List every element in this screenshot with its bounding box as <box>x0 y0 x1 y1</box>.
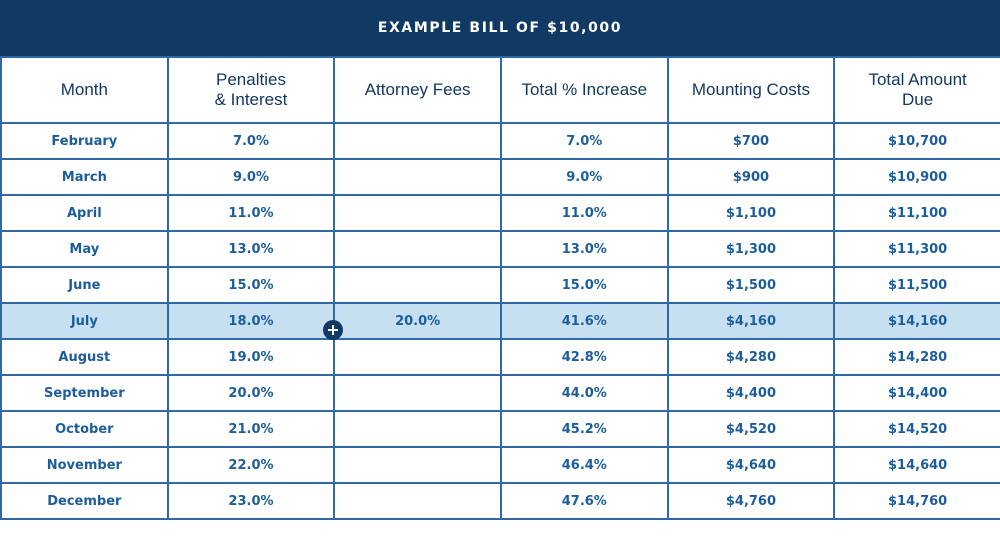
total-increase-header-line: Total % Increase <box>521 80 648 99</box>
total-increase-cell: 7.0% <box>499 122 669 160</box>
penalties-header: Penalties & Interest <box>166 56 336 124</box>
total-due-header: Total Amount Due <box>833 56 1000 124</box>
plus-circle-icon <box>323 320 343 340</box>
attorney-fees-cell <box>333 230 502 268</box>
table-row: August 19.0% 42.8% $4,280 $14,280 <box>0 338 1000 376</box>
table-row: October 21.0% 45.2% $4,520 $14,520 <box>0 410 1000 448</box>
attorney-fees-cell <box>333 410 502 448</box>
total-due-cell: $14,160 <box>833 302 1000 340</box>
table-title: EXAMPLE BILL OF $10,000 <box>0 0 1000 56</box>
table-body: February 7.0% 7.0% $700 $10,700 March 9.0% 9.0%… <box>0 122 1000 520</box>
total-increase-cell: 11.0% <box>499 194 669 232</box>
mounting-costs-cell: $700 <box>666 122 836 160</box>
penalties-cell: 9.0% <box>166 158 336 196</box>
month-cell: November <box>0 446 169 484</box>
penalties-cell: 13.0% <box>166 230 336 268</box>
month-cell: May <box>0 230 169 268</box>
penalties-cell: 20.0% <box>166 374 336 412</box>
table-row: November 22.0% 46.4% $4,640 $14,640 <box>0 446 1000 484</box>
month-cell: March <box>0 158 169 196</box>
mounting-costs-cell: $4,640 <box>666 446 836 484</box>
penalties-cell: 7.0% <box>166 122 336 160</box>
total-due-header-line: Total Amount <box>868 70 967 89</box>
total-due-cell: $11,500 <box>833 266 1000 304</box>
penalties-header-line: & Interest <box>214 90 288 109</box>
penalties-header-line: Penalties <box>216 70 286 89</box>
total-increase-cell: 41.6% <box>499 302 669 340</box>
penalties-cell: 11.0% <box>166 194 336 232</box>
mounting-costs-cell: $4,520 <box>666 410 836 448</box>
total-increase-cell: 45.2% <box>499 410 669 448</box>
month-header-line: Month <box>60 80 108 99</box>
table-row: December 23.0% 47.6% $4,760 $14,760 <box>0 482 1000 520</box>
month-cell: July <box>0 302 169 340</box>
total-due-header-line: Due <box>902 90 934 109</box>
month-cell: April <box>0 194 169 232</box>
total-due-cell: $14,280 <box>833 338 1000 376</box>
bill-table: Month Penalties & Interest Attorney Fees Tot… <box>0 56 1000 520</box>
mounting-costs-cell: $4,400 <box>666 374 836 412</box>
table-row: February 7.0% 7.0% $700 $10,700 <box>0 122 1000 160</box>
attorney-fees-cell <box>333 338 502 376</box>
attorney-fees-cell <box>333 194 502 232</box>
total-due-cell: $14,760 <box>833 482 1000 520</box>
attorney-fees-cell <box>333 446 502 484</box>
table-row: September 20.0% 44.0% $4,400 $14,400 <box>0 374 1000 412</box>
table-row: April 11.0% 11.0% $1,100 $11,100 <box>0 194 1000 232</box>
total-increase-header: Total % Increase <box>499 56 669 124</box>
total-increase-cell: 42.8% <box>499 338 669 376</box>
penalties-cell: 23.0% <box>166 482 336 520</box>
mounting-costs-cell: $4,160 <box>666 302 836 340</box>
mounting-costs-header: Mounting Costs <box>666 56 836 124</box>
penalties-cell: 18.0% <box>166 302 336 340</box>
month-cell: September <box>0 374 169 412</box>
attorney-fees-cell: 20.0% <box>333 302 502 340</box>
total-due-cell: $14,400 <box>833 374 1000 412</box>
total-due-cell: $11,300 <box>833 230 1000 268</box>
month-cell: June <box>0 266 169 304</box>
total-increase-cell: 15.0% <box>499 266 669 304</box>
total-due-cell: $14,640 <box>833 446 1000 484</box>
penalties-cell: 22.0% <box>166 446 336 484</box>
mounting-costs-cell: $1,300 <box>666 230 836 268</box>
table-row: March 9.0% 9.0% $900 $10,900 <box>0 158 1000 196</box>
total-due-cell: $10,700 <box>833 122 1000 160</box>
attorney-fees-cell <box>333 122 502 160</box>
penalties-cell: 21.0% <box>166 410 336 448</box>
mounting-costs-cell: $1,500 <box>666 266 836 304</box>
total-increase-cell: 46.4% <box>499 446 669 484</box>
mounting-costs-cell: $900 <box>666 158 836 196</box>
table-row: June 15.0% 15.0% $1,500 $11,500 <box>0 266 1000 304</box>
total-due-cell: $10,900 <box>833 158 1000 196</box>
total-increase-cell: 9.0% <box>499 158 669 196</box>
attorney-fees-cell <box>333 266 502 304</box>
month-cell: August <box>0 338 169 376</box>
header-row: Month Penalties & Interest Attorney Fees Tot… <box>0 56 1000 124</box>
attorney-fees-header: Attorney Fees <box>333 56 502 124</box>
total-due-cell: $11,100 <box>833 194 1000 232</box>
month-cell: February <box>0 122 169 160</box>
table-row: July 18.0% 20.0% 41.6% $4,160 $14,160 <box>0 302 1000 340</box>
month-cell: December <box>0 482 169 520</box>
total-due-cell: $14,520 <box>833 410 1000 448</box>
attorney-fees-cell <box>333 158 502 196</box>
penalties-cell: 15.0% <box>166 266 336 304</box>
month-cell: October <box>0 410 169 448</box>
penalties-cell: 19.0% <box>166 338 336 376</box>
total-increase-cell: 44.0% <box>499 374 669 412</box>
attorney-fees-header-line: Attorney Fees <box>364 80 471 99</box>
table-title-text: EXAMPLE BILL OF $10,000 <box>377 20 623 36</box>
total-increase-cell: 47.6% <box>499 482 669 520</box>
attorney-fees-cell <box>333 482 502 520</box>
mounting-costs-cell: $4,760 <box>666 482 836 520</box>
mounting-costs-header-line: Mounting Costs <box>691 80 811 99</box>
total-increase-cell: 13.0% <box>499 230 669 268</box>
mounting-costs-cell: $1,100 <box>666 194 836 232</box>
table-row: May 13.0% 13.0% $1,300 $11,300 <box>0 230 1000 268</box>
month-header: Month <box>0 56 169 124</box>
mounting-costs-cell: $4,280 <box>666 338 836 376</box>
attorney-fees-cell <box>333 374 502 412</box>
